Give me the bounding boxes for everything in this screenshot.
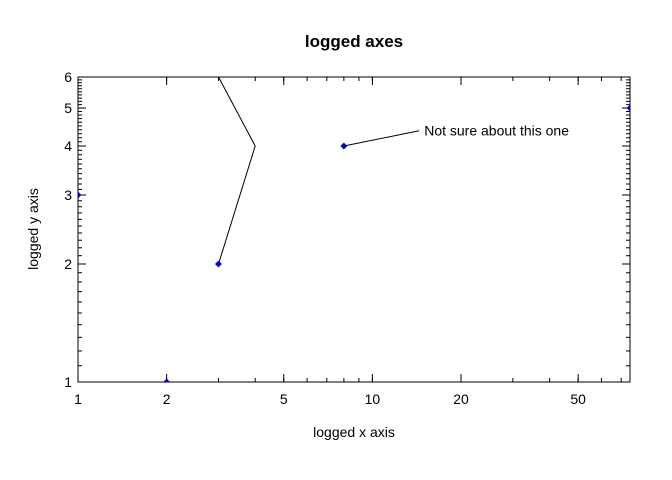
y-tick-label: 4	[64, 138, 72, 154]
x-tick-label: 20	[453, 391, 469, 407]
data-point	[78, 191, 82, 199]
x-axis-label: logged x axis	[313, 424, 395, 440]
annotation-text: Not sure about this one	[424, 123, 569, 139]
annotation: Not sure about this one	[343, 123, 569, 147]
x-tick-label: 2	[163, 391, 171, 407]
y-tick-label: 6	[64, 69, 72, 85]
axis-ticks	[77, 76, 630, 383]
y-tick-label: 1	[64, 374, 72, 390]
y-tick-label: 5	[64, 100, 72, 116]
tick-labels: 1 2 5 10 20 50 1 2 3 4 5 6	[64, 69, 586, 407]
y-tick-label: 3	[64, 187, 72, 203]
data-point	[214, 260, 223, 268]
data-point	[163, 378, 171, 382]
series-line	[218, 76, 256, 265]
plot-area	[77, 76, 631, 383]
data-point	[626, 104, 630, 112]
x-tick-label: 10	[365, 391, 381, 407]
x-tick-label: 1	[74, 391, 82, 407]
annotation-arrow-line	[343, 130, 420, 147]
series-lines	[218, 76, 256, 265]
y-tick-label: 2	[64, 256, 72, 272]
chart-title: logged axes	[305, 32, 403, 51]
data-points	[78, 104, 630, 382]
x-tick-label: 50	[570, 391, 586, 407]
x-tick-label: 5	[280, 391, 288, 407]
y-axis-label: logged y axis	[25, 188, 41, 270]
